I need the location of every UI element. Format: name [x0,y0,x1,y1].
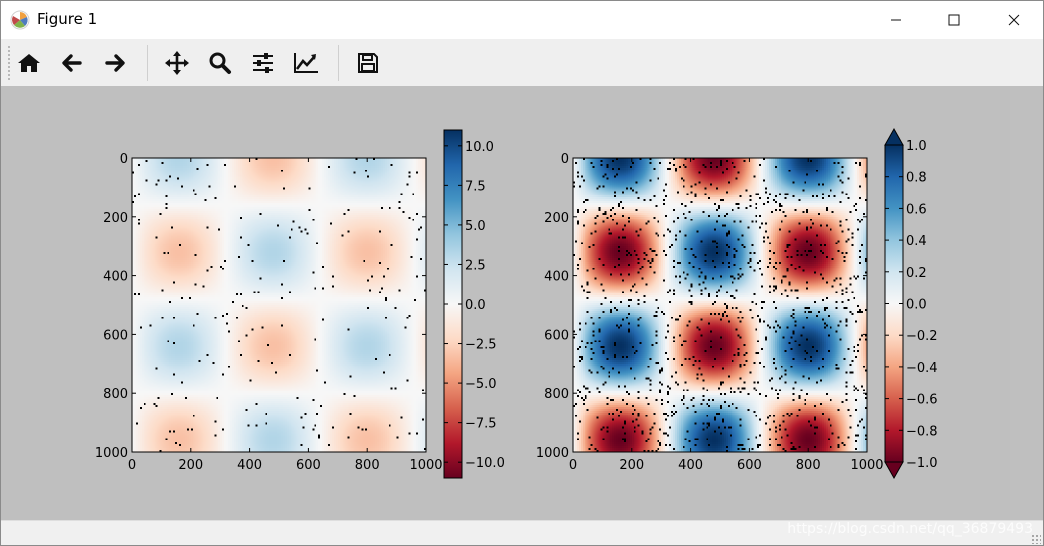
y-tick-label: 0 [561,152,569,167]
x-tick-label: 400 [678,458,703,473]
colorbar-tick-label: −0.8 [906,424,938,439]
y-tick-label: 1000 [536,446,569,461]
y-tick-label: 800 [103,387,128,402]
pan-button[interactable] [163,49,191,77]
home-icon [18,54,40,72]
x-tick-label: 0 [128,458,136,473]
colorbar-tick-label: −2.5 [465,338,497,353]
back-button[interactable] [58,49,86,77]
arrow-left-icon [62,54,82,72]
y-tick-label: 200 [544,211,569,226]
y-tick-label: 800 [544,387,569,402]
y-tick-label: 600 [544,328,569,343]
colorbar-tick-label: 2.5 [465,258,486,273]
x-tick-label: 400 [237,458,262,473]
colorbar-tick-label: 0.0 [465,298,486,313]
toolbar-separator [147,45,148,81]
y-tick-label: 1000 [95,446,128,461]
search-icon [209,52,231,74]
colorbar-tick-label: −0.6 [906,393,938,408]
navigation-toolbar [1,39,1043,86]
colorbar-tick-label: −0.2 [906,329,938,344]
axes-frame [131,157,427,453]
y-tick-label: 200 [103,211,128,226]
x-tick-label: 200 [178,458,203,473]
y-tick-label: 0 [120,152,128,167]
y-tick-label: 400 [103,270,128,285]
colorbar-extend-min [884,461,904,480]
heatmap-panel-2 [572,127,904,480]
colorbar-tick-label: 10.0 [465,140,494,155]
toolbar-separator [338,45,339,81]
watermark-text: https://blog.csdn.net/qq_36879493 [787,521,1033,537]
figure-canvas[interactable]: 0 200 400 600 800 1000 0 200 400 600 800 1000 10.0 7.… [1,86,1043,520]
colorbar-tick-label: 5.0 [465,219,486,234]
colorbar-tick-label: 0.4 [906,234,927,249]
colorbar-tick-label: 1.0 [906,139,927,154]
colorbar-tick-label: 7.5 [465,179,486,194]
colorbar-tick-label: −7.5 [465,417,497,432]
resize-grip[interactable] [1031,534,1041,544]
axes-frame [572,157,868,453]
save-button[interactable] [354,49,382,77]
arrow-right-icon [105,54,125,72]
colorbar-extend-max [884,127,904,146]
colorbar-tick-label: 0.6 [906,202,927,217]
close-icon [1008,14,1020,26]
close-button[interactable] [991,1,1037,39]
figure-svg[interactable]: 0 200 400 600 800 10000200400600800100010.07.… [1,86,1043,520]
minimize-icon [891,19,901,21]
heatmap-image [132,158,426,452]
x-tick-label: 0 [569,458,577,473]
x-tick-label: 600 [296,458,321,473]
toolbar-grip[interactable] [7,45,11,81]
colorbar-tick-label: −10.0 [465,456,505,471]
forward-button[interactable] [101,49,129,77]
save-icon [358,53,378,73]
subplots-button[interactable] [249,49,277,77]
window-title: Figure 1 [37,10,98,28]
y-tick-label: 600 [103,328,128,343]
maximize-icon [948,14,960,26]
x-tick-label: 1000 [850,458,883,473]
home-button[interactable] [15,49,43,77]
x-tick-label: 1000 [409,458,442,473]
maximize-button[interactable] [931,1,977,39]
title-bar[interactable]: Figure 1 [1,1,1043,39]
heatmap-image [573,158,867,452]
x-tick-label: 200 [619,458,644,473]
x-tick-label: 800 [355,458,380,473]
colorbar-tick-label: 0.8 [906,171,927,186]
colorbar-tick-label: −0.4 [906,361,938,376]
x-tick-label: 800 [796,458,821,473]
sliders-icon [253,53,273,73]
line-chart-icon [294,53,318,73]
minimize-button[interactable] [873,1,919,39]
colorbar-tick-label: 0.2 [906,266,927,281]
matplotlib-logo-icon [10,10,30,30]
edit-axes-button[interactable] [292,49,320,77]
x-tick-label: 600 [737,458,762,473]
status-bar: https://blog.csdn.net/qq_36879493 [1,520,1043,545]
heatmap-panel-1 [131,129,463,479]
y-tick-label: 400 [544,270,569,285]
colorbar-tick-label: 0.0 [906,298,927,313]
colorbar-tick-label: −5.0 [465,377,497,392]
move-icon [165,51,189,75]
colorbar-tick-label: −1.0 [906,456,938,471]
zoom-button[interactable] [206,49,234,77]
